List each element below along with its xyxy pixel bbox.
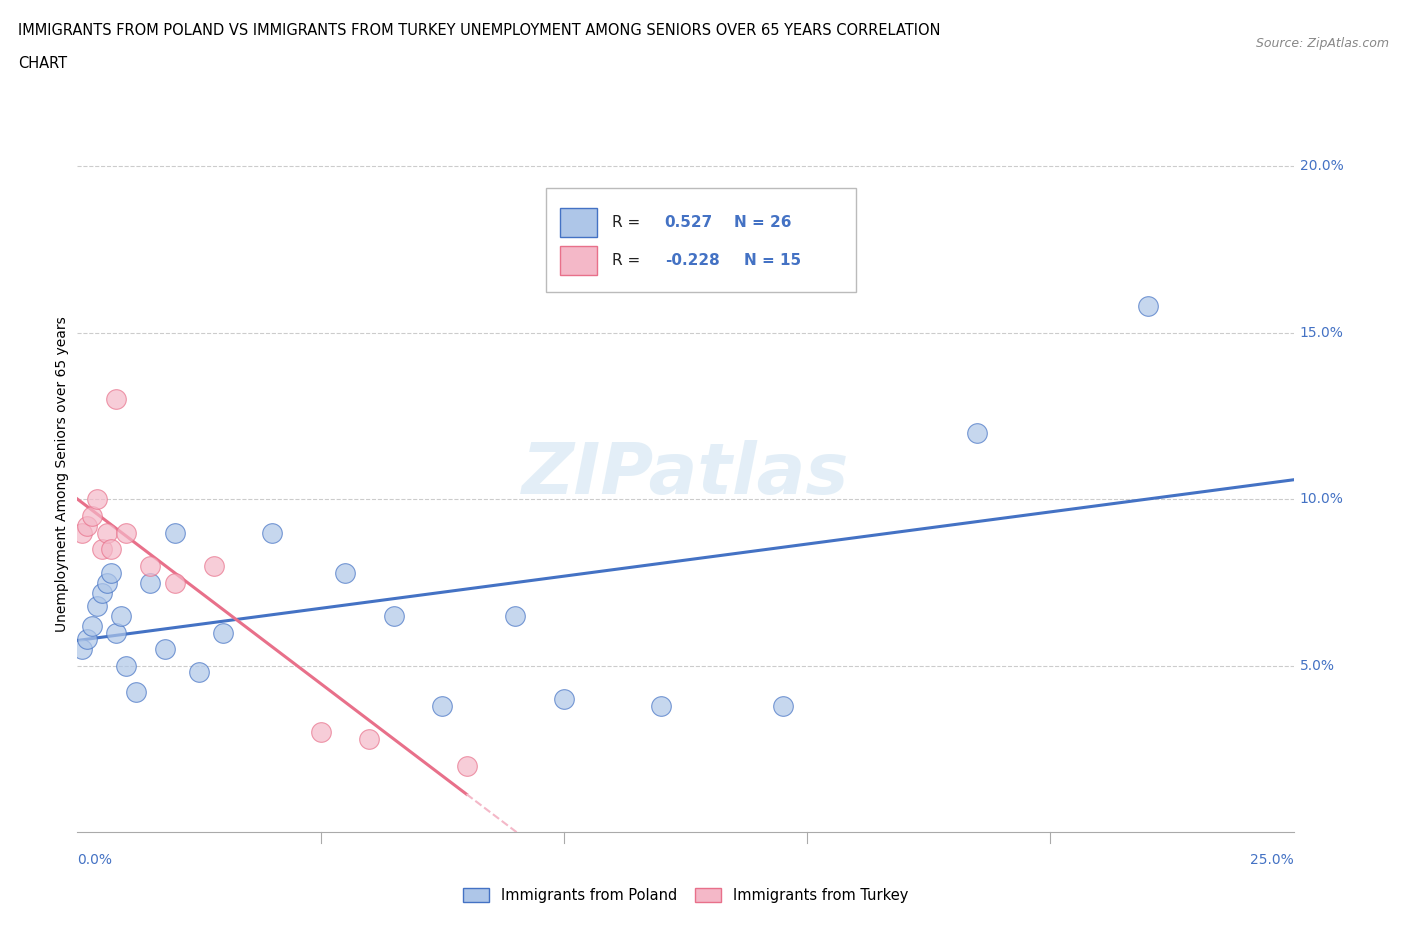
Y-axis label: Unemployment Among Seniors over 65 years: Unemployment Among Seniors over 65 years	[55, 316, 69, 632]
Text: N = 26: N = 26	[734, 215, 792, 230]
Point	[139, 575, 162, 590]
Point	[553, 692, 575, 707]
Text: N = 15: N = 15	[744, 253, 801, 268]
Point	[110, 608, 132, 623]
Point	[163, 525, 186, 540]
Point	[430, 698, 453, 713]
FancyBboxPatch shape	[546, 188, 856, 292]
Point	[1136, 299, 1159, 313]
Point	[212, 625, 235, 640]
Text: -0.228: -0.228	[665, 253, 720, 268]
Text: IMMIGRANTS FROM POLAND VS IMMIGRANTS FROM TURKEY UNEMPLOYMENT AMONG SENIORS OVER: IMMIGRANTS FROM POLAND VS IMMIGRANTS FRO…	[18, 23, 941, 38]
Text: R =: R =	[613, 253, 645, 268]
Text: 5.0%: 5.0%	[1299, 658, 1334, 672]
Point	[309, 725, 332, 740]
Point	[115, 658, 138, 673]
Point	[105, 625, 128, 640]
Point	[100, 542, 122, 557]
Point	[90, 542, 112, 557]
Point	[382, 608, 405, 623]
Point	[86, 598, 108, 613]
Legend: Immigrants from Poland, Immigrants from Turkey: Immigrants from Poland, Immigrants from …	[458, 884, 912, 908]
Point	[650, 698, 672, 713]
Point	[503, 608, 526, 623]
Point	[125, 685, 148, 700]
Point	[966, 425, 988, 440]
Point	[260, 525, 283, 540]
Point	[80, 509, 103, 524]
Text: ZIPatlas: ZIPatlas	[522, 440, 849, 509]
Point	[115, 525, 138, 540]
Point	[70, 642, 93, 657]
Point	[80, 618, 103, 633]
Text: 10.0%: 10.0%	[1299, 492, 1344, 506]
Point	[86, 492, 108, 507]
Text: 0.527: 0.527	[665, 215, 713, 230]
Text: R =: R =	[613, 215, 645, 230]
FancyBboxPatch shape	[560, 207, 596, 236]
Point	[188, 665, 211, 680]
Point	[105, 392, 128, 406]
Point	[359, 732, 381, 747]
Point	[100, 565, 122, 580]
Text: 20.0%: 20.0%	[1299, 159, 1343, 173]
Point	[163, 575, 186, 590]
Text: 25.0%: 25.0%	[1250, 853, 1294, 868]
Point	[96, 525, 118, 540]
Point	[772, 698, 794, 713]
Point	[76, 519, 98, 534]
Text: 0.0%: 0.0%	[77, 853, 112, 868]
Text: Source: ZipAtlas.com: Source: ZipAtlas.com	[1256, 37, 1389, 50]
Point	[70, 525, 93, 540]
FancyBboxPatch shape	[560, 246, 596, 275]
Point	[90, 585, 112, 600]
Point	[456, 758, 478, 773]
Point	[139, 558, 162, 573]
Point	[96, 575, 118, 590]
Point	[153, 642, 176, 657]
Point	[76, 631, 98, 646]
Point	[202, 558, 225, 573]
Text: CHART: CHART	[18, 56, 67, 71]
Point	[333, 565, 356, 580]
Text: 15.0%: 15.0%	[1299, 326, 1344, 339]
